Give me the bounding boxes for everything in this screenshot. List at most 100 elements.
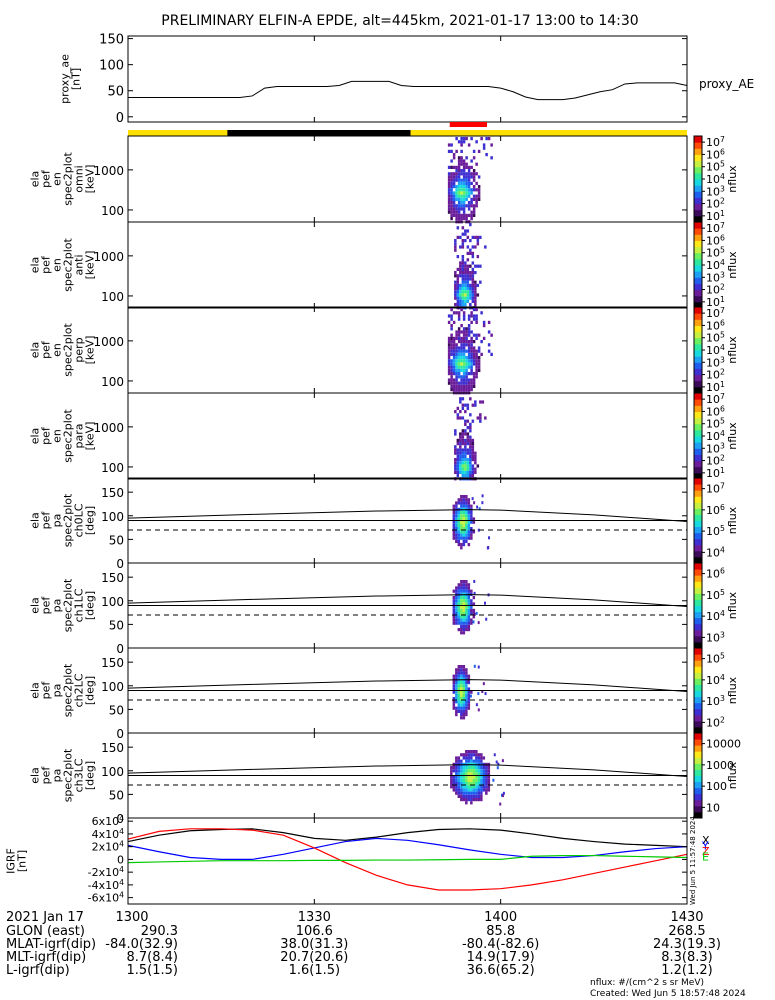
pitch-angle-spectrogram-ch3LC-pixel [457, 791, 461, 795]
energy-spectrogram-omni-pixel [477, 191, 481, 195]
pitch-angle-spectrogram-ch0LC-pixel [460, 517, 463, 521]
energy-spectrogram-para-pixel [454, 410, 457, 414]
pitch-angle-spectrogram-ch1LC-colorbar-segment [694, 599, 702, 606]
pitch-angle-spectrogram-ch3LC-pixel [480, 753, 483, 757]
pitch-angle-spectrogram-ch0LC-pixel [462, 504, 466, 508]
pitch-angle-spectrogram-ch1LC-pixel [465, 580, 468, 584]
pitch-angle-spectrogram-ch2LC-pixel [462, 706, 466, 710]
pitch-angle-spectrogram-ch2LC-ylabel-line: spec2plot [62, 663, 75, 717]
pitch-angle-spectrogram-ch0LC-pixel [462, 520, 466, 524]
pitch-angle-spectrogram-ch2LC-pixel [462, 693, 466, 697]
energy-spectrogram-omni-pixel [465, 162, 468, 166]
energy-spectrogram-anti-pixel [456, 296, 460, 300]
energy-spectrogram-anti-pixel [469, 251, 472, 255]
pitch-angle-spectrogram-ch0LC-pixel [467, 517, 471, 521]
energy-spectrogram-perp-pixel [460, 324, 463, 328]
energy-spectrogram-omni-colorbar-segment [694, 166, 702, 174]
energy-spectrogram-omni-pixel [472, 156, 476, 160]
pitch-angle-spectrogram-ch2LC-pixel [465, 684, 468, 688]
pitch-angle-spectrogram-ch3LC-pixel [467, 772, 471, 776]
energy-spectrogram-perp-pixel [465, 375, 468, 379]
pitch-angle-spectrogram-ch3LC-pixel [467, 766, 471, 770]
energy-spectrogram-anti-pixel [456, 277, 460, 281]
pitch-angle-spectrogram-ch3LC-pixel [485, 785, 488, 789]
energy-spectrogram-perp-pixel [465, 368, 468, 372]
energy-spectrogram-anti-pixel [454, 274, 457, 278]
energy-spectrogram-anti-pixel [469, 274, 472, 278]
energy-spectrogram-perp-pixel [460, 308, 463, 312]
energy-spectrogram-omni-pixel [462, 140, 466, 144]
energy-spectrogram-omni-pixel [452, 204, 456, 208]
pitch-angle-spectrogram-ch3LC-pixel [462, 785, 466, 789]
pitch-angle-spectrogram-ch3LC-pixel [482, 775, 486, 779]
energy-spectrogram-anti-pixel [466, 293, 470, 297]
pitch-angle-spectrogram-ch3LC-ylabel-line: ch3LC [73, 758, 86, 792]
pitch-angle-spectrogram-ch3LC-pixel [487, 782, 491, 786]
pitch-angle-spectrogram-ch1LC-pixel [467, 624, 471, 628]
energy-spectrogram-anti-colorbar-segment [694, 246, 702, 254]
pitch-angle-spectrogram-ch0LC-pixel [462, 517, 466, 521]
energy-spectrogram-anti-pixel [461, 277, 465, 281]
energy-spectrogram-perp-pixel [460, 365, 463, 369]
energy-spectrogram-omni-pixel [455, 197, 458, 201]
energy-spectrogram-para-pixel [456, 454, 460, 458]
energy-spectrogram-perp-pixel [470, 314, 473, 318]
pitch-angle-spectrogram-ch1LC-pixel [452, 596, 456, 600]
pitch-angle-spectrogram-ch2LC-pixel [466, 680, 469, 684]
igrf-x-line [127, 828, 688, 848]
energy-spectrogram-perp-pixel [467, 381, 471, 385]
pitch-angle-spectrogram-ch0LC-colorbar-segment [694, 538, 702, 546]
pitch-angle-spectrogram-ch3LC-pixel [467, 753, 471, 757]
energy-spectrogram-omni-pixel [465, 194, 468, 198]
energy-spectrogram-perp-pixel [475, 308, 478, 312]
energy-spectrogram-para-pixel [471, 419, 475, 423]
pitch-angle-spectrogram-ch1LC-ytick-label: 150 [101, 571, 124, 585]
energy-spectrogram-perp-pixel [447, 346, 451, 350]
pitch-angle-spectrogram-ch0LC-pixel [470, 511, 473, 515]
energy-spectrogram-para-pixel [479, 400, 482, 404]
pitch-angle-spectrogram-ch1LC-pixel [462, 618, 466, 622]
igrf-z-line [127, 828, 688, 891]
energy-spectrogram-omni-pixel [450, 172, 453, 176]
energy-spectrogram-perp-pixel [452, 346, 456, 350]
energy-spectrogram-perp-pixel [455, 346, 458, 350]
energy-spectrogram-para-pixel [464, 419, 467, 423]
energy-spectrogram-perp-pixel [465, 378, 468, 382]
pitch-angle-spectrogram-ch3LC-pixel [480, 788, 483, 792]
energy-spectrogram-omni-pixel [467, 143, 471, 147]
energy-spectrogram-perp-pixel [462, 314, 466, 318]
energy-spectrogram-para-pixel [459, 410, 462, 414]
energy-spectrogram-omni-pixel [475, 204, 478, 208]
energy-spectrogram-omni-pixel [455, 210, 458, 214]
pitch-angle-spectrogram-ch1LC-pixel [460, 605, 463, 609]
energy-spectrogram-omni-pixel [452, 172, 456, 176]
pitch-angle-spectrogram-ch3LC-pixel [482, 756, 486, 760]
pitch-angle-spectrogram-ch2LC-pixel [457, 665, 461, 669]
energy-spectrogram-perp-pixel [472, 378, 476, 382]
pitch-angle-spectrogram-ch2LC-colorbar-segment [694, 660, 702, 667]
energy-spectrogram-perp-pixel [472, 359, 476, 363]
pitch-angle-spectrogram-ch1LC-pixel [462, 586, 466, 590]
energy-spectrogram-omni-pixel [452, 153, 456, 157]
pitch-angle-spectrogram-ch1LC-pixel [455, 589, 458, 593]
pitch-angle-spectrogram-ch3LC-pixel [472, 785, 476, 789]
pitch-angle-spectrogram-ch0LC-pixel [481, 494, 484, 498]
energy-spectrogram-para-pixel [459, 454, 462, 458]
pitch-angle-spectrogram-ch0LC-colorbar-segment [694, 544, 702, 552]
pitch-angle-spectrogram-ch3LC-ylabel-line: spec2plot [62, 748, 75, 802]
energy-spectrogram-para-pixel [474, 454, 477, 458]
energy-spectrogram-anti-pixel [464, 229, 467, 233]
energy-spectrogram-perp-pixel [467, 372, 471, 376]
pitch-angle-spectrogram-ch2LC-pixel [467, 674, 471, 678]
footer-row-value: 36.6(65.2) [467, 963, 535, 978]
energy-spectrogram-perp-pixel [465, 336, 468, 340]
igrf-ytick-label: 6x104 [92, 814, 125, 829]
pitch-angle-spectrogram-ch2LC-pixel [460, 709, 463, 713]
energy-spectrogram-omni-pixel [472, 178, 476, 182]
proxy-ae-ytick-label: 0 [116, 111, 124, 126]
pitch-angle-spectrogram-ch2LC-pixel [465, 713, 468, 717]
pitch-angle-spectrogram-ch3LC-pixel [470, 772, 473, 776]
energy-spectrogram-perp-pixel [457, 359, 461, 363]
energy-spectrogram-anti-pixel [469, 287, 472, 291]
energy-spectrogram-perp-pixel [470, 343, 473, 347]
